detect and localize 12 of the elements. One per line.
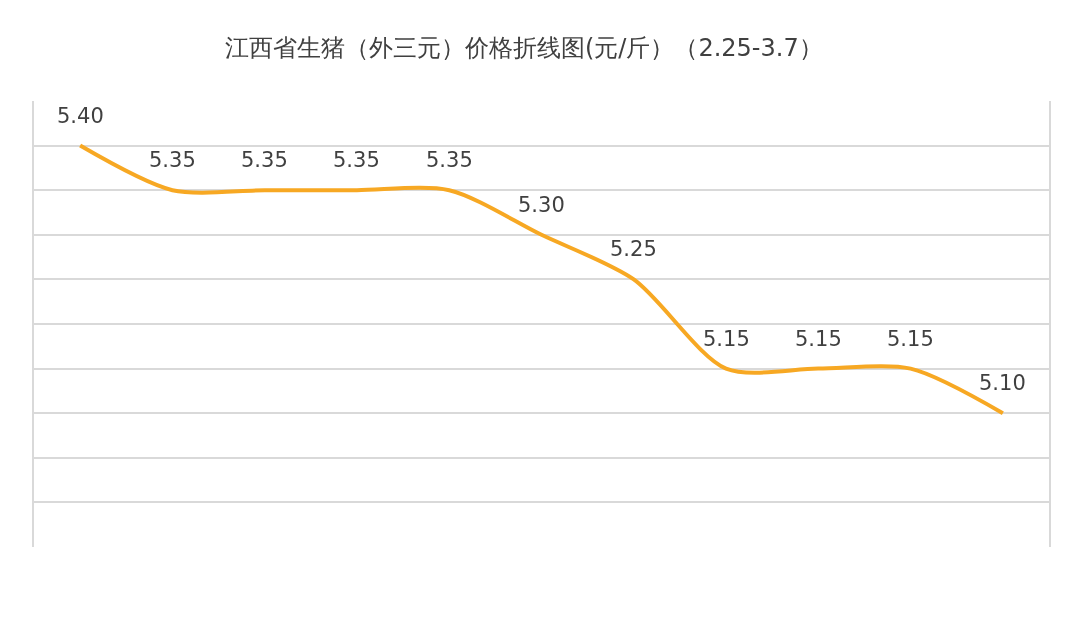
- data-label: 5.35: [149, 148, 196, 172]
- data-label: 5.15: [795, 327, 842, 351]
- data-label: 5.10: [979, 371, 1026, 395]
- data-label: 5.25: [610, 237, 657, 261]
- data-label: 5.35: [426, 148, 473, 172]
- data-label: 5.15: [887, 327, 934, 351]
- data-label: 5.30: [518, 193, 565, 217]
- data-label: 5.15: [703, 327, 750, 351]
- data-label: 5.35: [241, 148, 288, 172]
- chart-title: 江西省生猪（外三元）价格折线图(元/斤）（2.25-3.7）: [224, 33, 823, 62]
- data-label: 5.35: [333, 148, 380, 172]
- data-label: 5.40: [57, 104, 104, 128]
